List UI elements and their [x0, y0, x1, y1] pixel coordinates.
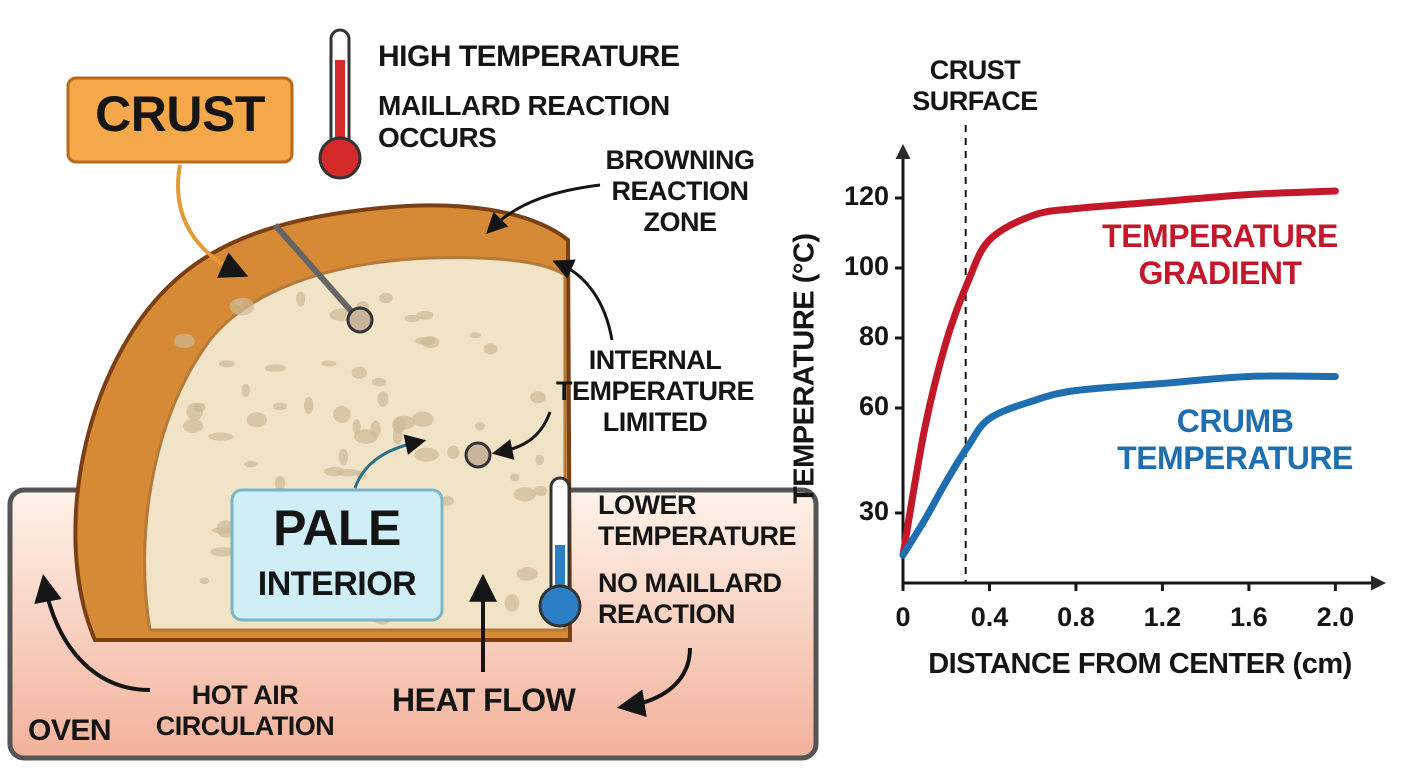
crumb-hole: [303, 396, 314, 415]
crumb-hole: [441, 495, 454, 507]
y-tick-label: 60: [859, 391, 889, 421]
crumb-hole: [353, 429, 378, 444]
crumb-hole: [336, 468, 361, 477]
crumb-hole: [208, 432, 234, 441]
crumb-hole: [264, 364, 287, 372]
crumb-hole: [274, 475, 286, 491]
pale-label: PALE: [273, 500, 401, 556]
crumb-hole: [535, 454, 544, 466]
pale-box: [230, 488, 444, 622]
crumb-hole: [199, 577, 210, 585]
x-tick-label: 0.8: [1057, 602, 1095, 632]
crumb-hole: [371, 377, 387, 387]
crumb-hole: [244, 461, 258, 468]
crumb-hole: [469, 332, 481, 339]
x-tick-label: 0: [895, 602, 910, 632]
crumb-hole: [504, 594, 520, 612]
annotation-label: CRUST SURFACE: [912, 55, 1038, 117]
crumb-hole: [321, 360, 337, 367]
crumb-hole: [351, 366, 367, 379]
x-tick-label: 0.4: [971, 602, 1009, 632]
crumb-hole: [246, 412, 267, 428]
crumb-hole: [533, 486, 548, 497]
browning-label: BROWNING REACTION ZONE: [605, 145, 755, 238]
thermometer-cold-fill: [555, 545, 565, 600]
crumb-hole: [352, 419, 361, 435]
crumb-hole: [333, 406, 351, 423]
oven-label: OVEN: [28, 714, 112, 747]
crumb-hole: [210, 547, 235, 557]
legend-label: TEMPERATURE GRADIENT: [1102, 218, 1338, 291]
x-axis-title: DISTANCE FROM CENTER (cm): [928, 648, 1352, 680]
y-tick-label: 30: [859, 496, 889, 526]
crumb-hole: [392, 426, 403, 445]
probe-point: [346, 306, 374, 334]
crumb-hole: [393, 415, 415, 430]
crumb-hole: [186, 402, 203, 421]
y-tick-label: 120: [844, 181, 889, 211]
maillard-label: MAILLARD REACTION OCCURS: [378, 90, 670, 154]
crumb-hole: [415, 336, 436, 345]
crumb-hole: [241, 383, 251, 397]
crust-label: CRUST: [95, 86, 265, 142]
crumb-hole: [447, 445, 460, 460]
thermometer-hot-bulb: [318, 136, 362, 180]
crumb-hole: [234, 299, 244, 306]
crumb-hole: [218, 360, 235, 368]
hot-air-label: HOT AIR CIRCULATION: [155, 680, 335, 742]
crumb-hole: [483, 343, 498, 355]
series-line: [899, 372, 1339, 559]
y-tick-label: 100: [844, 251, 889, 281]
crumb-hole: [378, 292, 393, 304]
thermometer-cold-bulb: [538, 584, 582, 628]
heat-flow-label: HEAT FLOW: [392, 682, 576, 718]
crumb-hole: [173, 333, 195, 349]
crumb-hole: [414, 447, 439, 462]
crumb-hole: [510, 473, 520, 482]
crumb-hole: [273, 402, 287, 411]
high-temperature-label: HIGH TEMPERATURE: [378, 40, 680, 73]
no-maillard-label: NO MAILLARD REACTION: [598, 568, 782, 630]
legend-label: CRUMB TEMPERATURE: [1117, 403, 1353, 476]
probe: [272, 223, 355, 314]
crumb-hole: [182, 419, 204, 433]
crumb-hole: [530, 391, 546, 404]
crust-box: [66, 76, 294, 164]
interior-label: INTERIOR: [257, 565, 417, 603]
crumb-hole: [412, 411, 434, 427]
crumb-hole: [338, 448, 349, 466]
center-point: [464, 441, 492, 469]
internal-label: INTERNAL TEMPERATURE LIMITED: [555, 345, 755, 438]
crumb-hole: [416, 310, 434, 320]
x-tick-label: 1.2: [1144, 602, 1182, 632]
series-line: [899, 187, 1339, 559]
crumb-hole: [404, 314, 420, 323]
crumb-hole: [296, 291, 306, 307]
thermometer-hot-fill: [335, 60, 345, 150]
crumb-hole: [516, 567, 538, 581]
x-tick-label: 1.6: [1230, 602, 1268, 632]
x-tick-label: 2.0: [1317, 602, 1355, 632]
y-axis-title: TEMPERATURE (°C): [788, 233, 821, 504]
crumb-hole: [513, 487, 536, 502]
arrows: [34, 164, 692, 718]
lower-temperature-label: LOWER TEMPERATURE: [598, 490, 797, 552]
y-tick-label: 80: [859, 321, 889, 351]
crumb-hole: [377, 391, 389, 407]
crumb-hole: [475, 421, 485, 431]
